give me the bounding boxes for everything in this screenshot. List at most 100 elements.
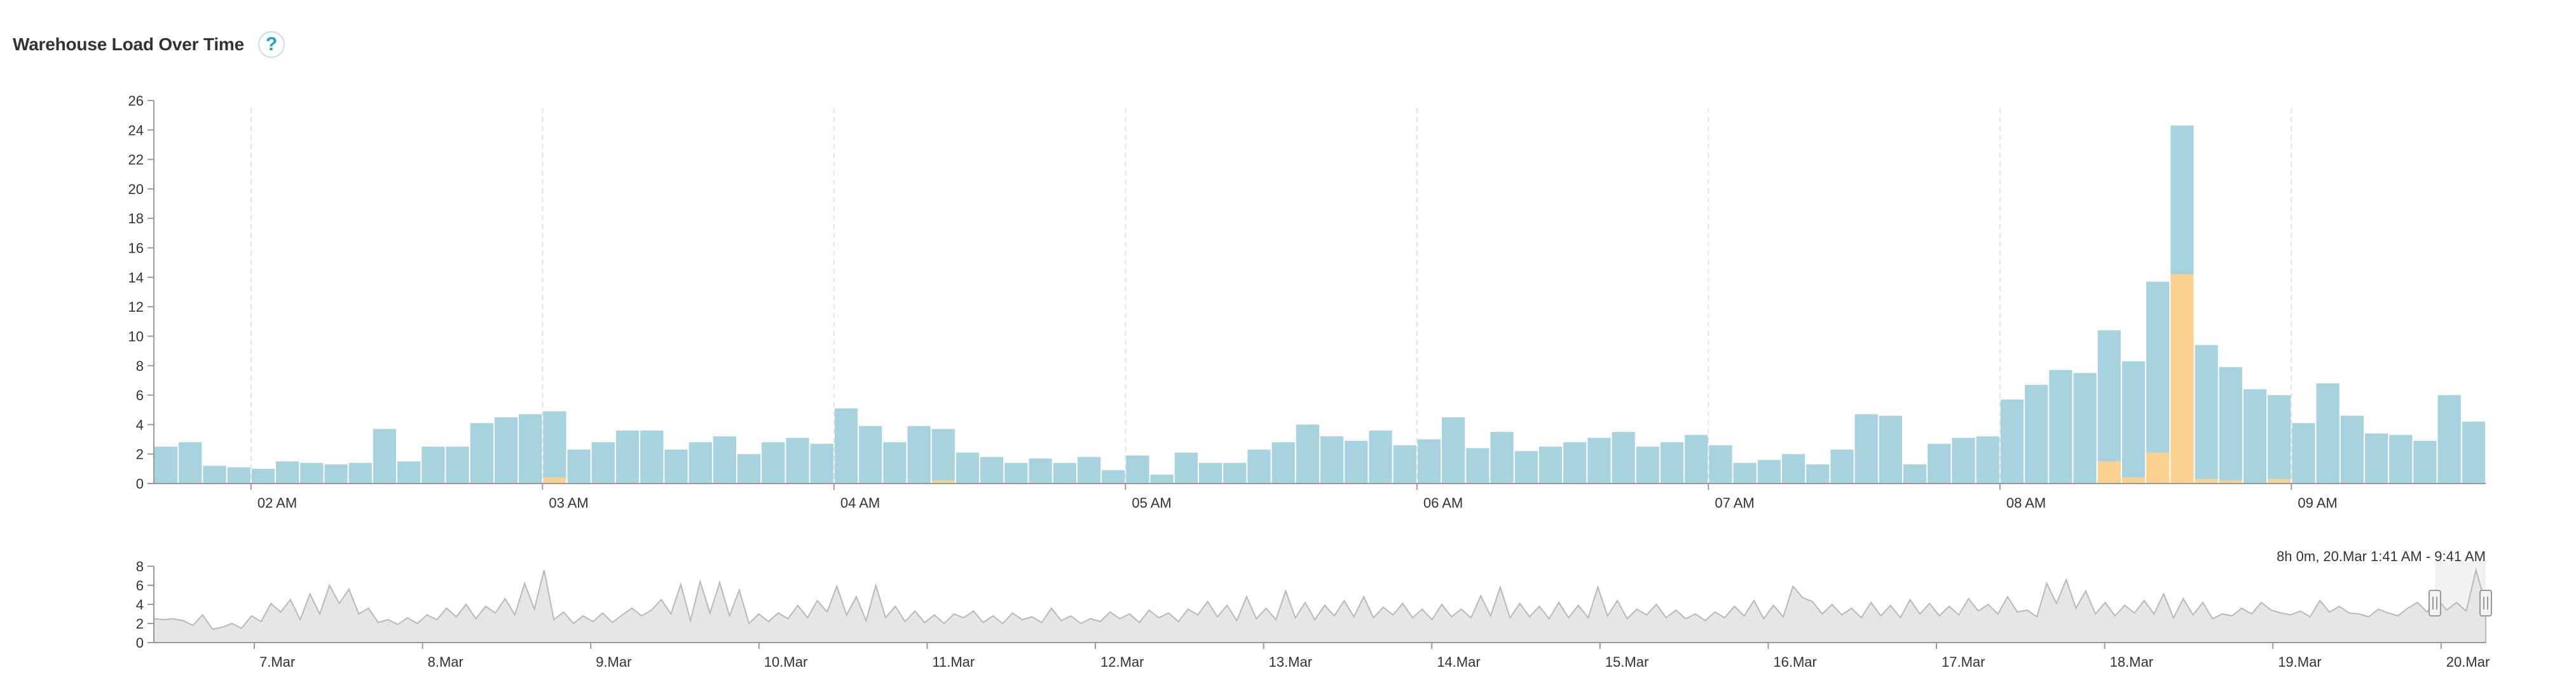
bar-running — [1709, 445, 1732, 484]
bar-running — [519, 414, 542, 484]
bar-running — [1223, 463, 1247, 484]
chart-title: Warehouse Load Over Time — [13, 34, 244, 54]
y-tick-label: 16 — [128, 240, 144, 256]
x-tick-label: 09 AM — [2298, 495, 2337, 511]
bar-running — [1830, 449, 1854, 484]
bar-running — [1442, 417, 1465, 484]
bar-running — [810, 443, 833, 484]
bar-running — [834, 408, 858, 484]
bar-running — [2219, 367, 2242, 481]
bar-running — [1369, 430, 1392, 484]
bar-running — [1952, 438, 1975, 484]
y-tick-label: 12 — [128, 299, 144, 315]
nav-x-tick-label: 7.Mar — [259, 654, 295, 670]
y-tick-label: 0 — [136, 476, 144, 492]
bar-running — [1660, 442, 1684, 484]
x-tick-label: 07 AM — [1715, 495, 1754, 511]
navigator-chart[interactable]: 0 2 4 6 8 7.Mar 8.Mar 9.Mar 10.Mar 11.Mar 12.Mar 13… — [0, 547, 2576, 682]
nav-x-tick-label: 19.Mar — [2278, 654, 2321, 670]
y-tick-label: 14 — [128, 270, 144, 286]
bar-running — [786, 438, 809, 484]
nav-x-tick-label: 15.Mar — [1605, 654, 1648, 670]
bar-queued — [2121, 477, 2146, 484]
bar-running — [1928, 443, 1951, 484]
nav-y-tick-label: 0 — [136, 635, 144, 651]
bar-running — [1685, 435, 1708, 484]
bar-running — [591, 442, 615, 484]
bar-running — [1004, 463, 1028, 484]
bar-running — [2340, 415, 2364, 484]
navigator-handle-right[interactable] — [2479, 590, 2492, 616]
bar-running — [859, 426, 882, 484]
bar-running — [1538, 447, 1563, 484]
bar-running — [494, 417, 518, 484]
bar-running — [1490, 431, 1514, 484]
bar-queued — [2219, 480, 2242, 484]
bar-running — [1393, 445, 1416, 484]
bar-running — [2049, 370, 2072, 484]
bar-running — [1563, 442, 1587, 484]
bar-running — [2316, 383, 2340, 484]
bar-running — [956, 452, 980, 484]
bar-running — [567, 449, 591, 484]
bar-running — [1320, 436, 1344, 484]
bar-running — [1733, 463, 1757, 484]
bar-running — [421, 447, 445, 484]
bar-running — [980, 457, 1004, 484]
bar-running — [2000, 400, 2024, 484]
nav-x-tick-label: 12.Mar — [1100, 654, 1144, 670]
bar-queued — [2097, 461, 2121, 484]
bar-running — [762, 442, 785, 484]
bar-running — [1271, 442, 1295, 484]
x-tick-label: 06 AM — [1423, 495, 1463, 511]
bar-running — [1466, 448, 1490, 484]
navigator-handle-left[interactable] — [2429, 590, 2441, 616]
y-tick-label: 26 — [128, 93, 144, 109]
bar-running — [2097, 330, 2121, 462]
x-tick-label: 02 AM — [257, 495, 297, 511]
bar-running — [1077, 457, 1101, 484]
y-tick-label: 18 — [128, 211, 144, 226]
y-tick-label: 24 — [128, 122, 144, 138]
bar-running — [397, 461, 421, 484]
bar-running — [2073, 373, 2097, 484]
bar-running — [203, 466, 226, 484]
y-tick-label: 8 — [136, 358, 144, 374]
bar-running — [1126, 456, 1149, 484]
range-label: 8h 0m, 20.Mar 1:41 AM - 9:41 AM — [2277, 548, 2486, 564]
nav-y-tick-label: 6 — [136, 578, 144, 594]
nav-x-tick-label: 18.Mar — [2110, 654, 2153, 670]
bar-running — [2146, 281, 2170, 453]
bar-running — [227, 467, 250, 484]
nav-y-tick-label: 8 — [136, 559, 144, 574]
bar-running — [1903, 464, 1927, 484]
nav-x-tick-label: 9.Mar — [596, 654, 631, 670]
nav-x-tick-label: 10.Mar — [764, 654, 807, 670]
navigator-area — [153, 567, 2486, 643]
y-tick-label: 4 — [136, 417, 144, 433]
bar-running — [1879, 415, 1902, 484]
bar-running — [615, 430, 640, 484]
bar-running — [664, 449, 688, 484]
bar-running — [2292, 423, 2315, 484]
bar-running — [2170, 125, 2194, 275]
bar-running — [2462, 421, 2485, 484]
bar-running — [907, 426, 931, 484]
nav-x-tick-label: 17.Mar — [1942, 654, 1985, 670]
nav-y-tick-label: 2 — [136, 616, 144, 632]
x-tick-label: 08 AM — [2006, 495, 2046, 511]
bar-running — [1029, 458, 1052, 484]
bar-running — [2413, 440, 2437, 484]
bar-running — [1102, 470, 1125, 484]
bar-running — [2243, 389, 2267, 484]
y-tick-label: 2 — [136, 447, 144, 463]
bar-running — [251, 468, 275, 484]
help-icon[interactable]: ? — [257, 31, 285, 58]
bar-running — [1345, 440, 1368, 484]
bar-running — [2025, 384, 2048, 484]
chart-header: Warehouse Load Over Time ? — [13, 28, 285, 61]
bar-running — [1296, 424, 1319, 484]
bar-running — [2268, 395, 2291, 480]
warehouse-load-chart: 02 AM 03 AM 04 AM 05 AM 06 AM 07 AM 08 AM 09 AM… — [128, 93, 2486, 511]
nav-x-tick-label: 13.Mar — [1269, 654, 1312, 670]
